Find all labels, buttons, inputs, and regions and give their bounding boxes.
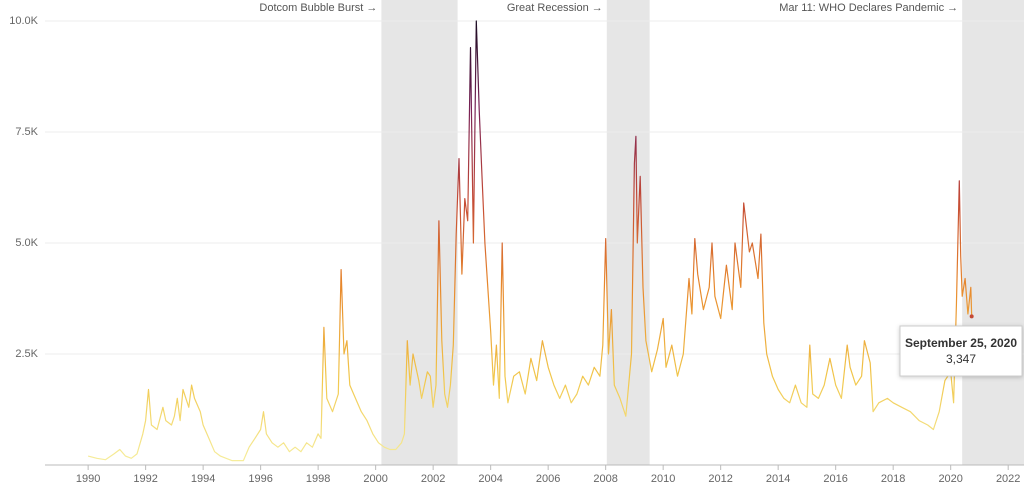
x-tick-label: 2000 [363,473,387,485]
shaded-band [381,0,458,465]
x-tick-label: 2014 [766,473,790,485]
x-tick-label: 2008 [593,473,617,485]
x-tick-label: 1992 [133,473,157,485]
x-tick-label: 2016 [823,473,847,485]
y-tick-label: 2.5K [15,348,38,360]
x-tick-label: 2006 [536,473,560,485]
x-tick-label: 2010 [651,473,675,485]
shaded-band [962,0,1024,465]
data-line [87,20,973,462]
tooltip-point [969,314,974,319]
x-tick-label: 1990 [76,473,100,485]
y-tick-label: 5.0K [15,237,38,249]
band-annotation: Mar 11: WHO Declares Pandemic → [779,2,958,14]
x-tick-label: 1994 [191,473,215,485]
tooltip-box [899,325,1023,377]
tooltip-value: 3,347 [946,352,976,366]
band-annotation: Dotcom Bubble Burst → [259,2,377,14]
y-tick-label: 10.0K [9,15,38,27]
x-tick-label: 2012 [708,473,732,485]
x-tick-label: 1996 [248,473,272,485]
x-tick-label: 2022 [996,473,1020,485]
y-tick-label: 7.5K [15,126,38,138]
x-tick-label: 2020 [938,473,962,485]
band-annotation: Great Recession → [507,2,603,14]
x-tick-label: 2004 [478,473,502,485]
x-tick-label: 1998 [306,473,330,485]
x-tick-label: 2018 [881,473,905,485]
x-tick-label: 2002 [421,473,445,485]
tooltip-date: September 25, 2020 [905,336,1017,350]
